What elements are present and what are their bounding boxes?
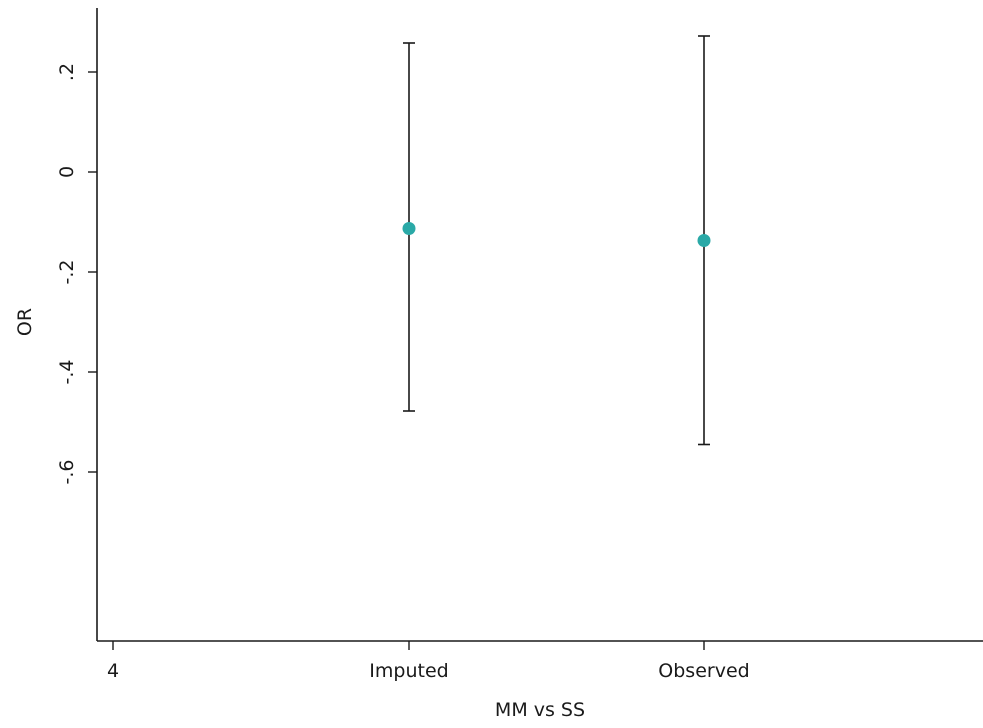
- axes: [96, 8, 983, 642]
- x-tick-label: Observed: [658, 660, 749, 682]
- y-tick-label: -.4: [56, 360, 78, 385]
- y-ticks: .2 0 -.2 -.4 -.6: [56, 63, 97, 485]
- x-ticks: 4 Imputed Observed: [107, 641, 750, 682]
- x-tick-label: Imputed: [369, 660, 448, 682]
- y-axis-title: OR: [14, 308, 36, 336]
- x-axis-title: MM vs SS: [495, 699, 585, 721]
- markers: [402, 222, 711, 247]
- x-tick-label: 4: [107, 660, 119, 682]
- estimate-marker: [402, 222, 416, 235]
- y-tick-label: 0: [56, 166, 78, 178]
- y-tick-label: -.2: [56, 260, 78, 285]
- y-tick-label: .2: [56, 63, 78, 81]
- errorbars: [403, 35, 710, 446]
- estimate-marker: [697, 234, 711, 247]
- y-tick-label: -.6: [56, 460, 78, 485]
